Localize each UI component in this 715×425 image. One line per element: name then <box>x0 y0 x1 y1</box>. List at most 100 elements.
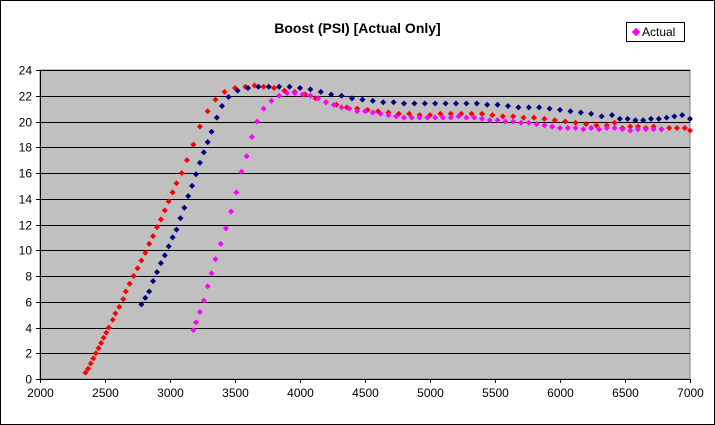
point-s0-55 <box>437 110 444 117</box>
point-s1-9 <box>173 226 180 233</box>
point-s0-27 <box>173 180 180 187</box>
point-s0-21 <box>150 233 157 240</box>
point-s0-74 <box>627 123 634 130</box>
point-s0-61 <box>499 113 506 120</box>
point-s1-2 <box>146 288 153 295</box>
point-s0-12 <box>116 303 123 310</box>
point-s2-33 <box>401 114 407 121</box>
point-s0-2 <box>87 360 94 367</box>
point-s1-47 <box>494 101 501 108</box>
point-s1-26 <box>276 83 283 90</box>
point-s0-6 <box>98 339 105 346</box>
point-s1-64 <box>655 115 662 122</box>
point-s1-40 <box>421 100 428 107</box>
point-s0-8 <box>103 329 110 336</box>
point-s1-21 <box>225 94 232 101</box>
point-s2-38 <box>440 114 446 121</box>
point-s0-16 <box>130 273 137 279</box>
point-s1-30 <box>317 88 324 95</box>
point-s0-63 <box>520 114 527 121</box>
point-s2-27 <box>354 108 361 115</box>
point-s1-20 <box>219 103 225 110</box>
x-tick-label-6: 5000 <box>417 386 444 400</box>
point-s1-27 <box>286 83 293 90</box>
point-s0-20 <box>146 240 153 247</box>
point-s0-59 <box>479 110 485 117</box>
point-s1-3 <box>150 278 157 285</box>
point-s1-46 <box>484 101 491 108</box>
point-s1-61 <box>632 117 639 124</box>
x-tick-label-1: 2500 <box>92 386 119 400</box>
point-s2-7 <box>217 240 224 247</box>
point-s0-24 <box>161 207 168 214</box>
point-s0-18 <box>138 257 145 264</box>
chart-title: Boost (PSI) [Actual Only] <box>274 20 441 36</box>
point-s2-18 <box>284 90 290 97</box>
point-s1-54 <box>567 108 574 115</box>
point-s2-24 <box>330 101 337 108</box>
point-s2-2 <box>196 309 203 316</box>
point-s2-56 <box>580 126 587 133</box>
point-s0-25 <box>165 198 172 205</box>
point-s2-41 <box>463 114 470 121</box>
point-s0-9 <box>105 324 112 331</box>
point-s1-37 <box>390 99 397 106</box>
point-s2-26 <box>346 105 353 112</box>
point-s2-60 <box>611 124 618 131</box>
point-s2-35 <box>416 114 423 121</box>
point-s1-67 <box>679 112 686 119</box>
point-s1-0 <box>138 301 145 308</box>
point-s2-10 <box>233 189 240 196</box>
point-s2-36 <box>424 114 431 121</box>
point-s0-22 <box>154 224 160 231</box>
point-s2-47 <box>510 118 517 125</box>
y-tick-label-11: 22 <box>19 90 33 104</box>
x-tick-label-8: 6000 <box>547 386 574 400</box>
point-s2-42 <box>471 114 478 121</box>
point-s1-45 <box>473 100 480 107</box>
point-s1-55 <box>577 109 584 116</box>
y-tick-label-12: 24 <box>19 64 33 78</box>
point-s2-55 <box>572 124 579 131</box>
point-s1-66 <box>671 113 678 120</box>
point-s1-34 <box>359 96 366 103</box>
point-s0-23 <box>157 216 164 223</box>
point-s2-40 <box>455 113 462 120</box>
point-s0-15 <box>126 280 133 287</box>
point-s2-61 <box>619 126 626 133</box>
x-tick-label-2: 3000 <box>157 386 184 400</box>
point-s2-53 <box>557 124 563 131</box>
point-s2-4 <box>204 283 211 290</box>
point-s0-60 <box>489 112 496 119</box>
y-tick-label-10: 20 <box>19 116 33 130</box>
point-s0-52 <box>406 110 413 117</box>
point-s2-20 <box>299 91 306 98</box>
x-tick-label-3: 3500 <box>222 386 249 400</box>
point-s2-48 <box>518 119 524 126</box>
point-s0-38 <box>260 83 267 90</box>
point-s0-68 <box>572 119 579 126</box>
point-s2-34 <box>408 114 415 121</box>
legend-marker-actual <box>631 27 641 37</box>
point-s1-52 <box>546 105 553 112</box>
point-s2-0 <box>190 327 197 334</box>
point-s1-32 <box>338 92 345 99</box>
point-s2-6 <box>212 256 219 263</box>
point-s1-17 <box>204 139 211 146</box>
point-s2-19 <box>291 90 298 97</box>
point-s1-39 <box>411 100 418 107</box>
plot-area <box>39 69 691 380</box>
point-s0-66 <box>551 117 558 124</box>
point-s0-62 <box>510 113 517 120</box>
point-s0-32 <box>204 108 211 115</box>
point-s1-12 <box>185 193 192 200</box>
point-s2-31 <box>385 112 392 119</box>
point-s1-1 <box>142 294 149 301</box>
point-s0-39 <box>271 85 277 92</box>
point-s2-30 <box>377 110 384 117</box>
point-s1-65 <box>663 114 670 121</box>
point-s0-33 <box>212 96 219 103</box>
point-s0-1 <box>85 365 92 372</box>
point-s2-32 <box>393 113 400 120</box>
x-tick-label-9: 6500 <box>612 386 639 400</box>
